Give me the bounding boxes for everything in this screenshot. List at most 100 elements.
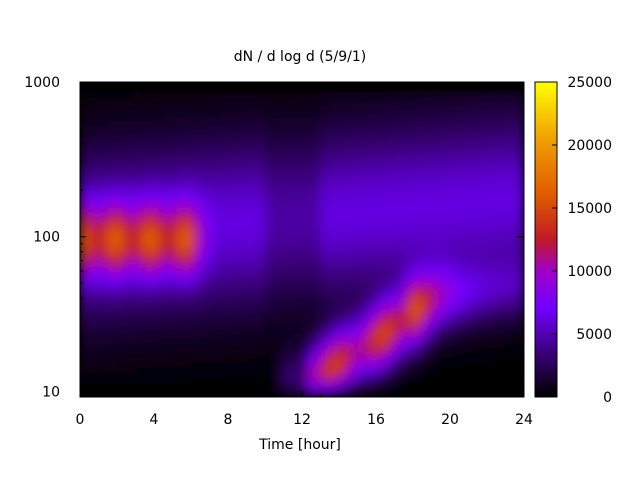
- heatmap-cell: [112, 111, 118, 118]
- heatmap-cell: [426, 91, 433, 98]
- heatmap-cell: [93, 219, 100, 226]
- heatmap-cell: [269, 209, 275, 216]
- heatmap-cell: [399, 155, 405, 162]
- heatmap-cell: [417, 214, 423, 221]
- heatmap-cell: [177, 352, 183, 359]
- heatmap-cell: [408, 303, 414, 309]
- heatmap-cell: [306, 214, 312, 221]
- heatmap-cell: [408, 116, 414, 122]
- heatmap-cell: [315, 121, 322, 127]
- heatmap-cell: [394, 141, 400, 147]
- heatmap-cell: [112, 333, 118, 339]
- heatmap-cell: [334, 205, 340, 211]
- heatmap-cell: [241, 244, 248, 250]
- heatmap-cell: [103, 190, 109, 196]
- heatmap-cell: [292, 121, 298, 127]
- heatmap-cell: [181, 224, 187, 231]
- heatmap-cell: [265, 229, 271, 236]
- heatmap-cell: [200, 298, 206, 305]
- heatmap-cell: [209, 264, 215, 270]
- heatmap-cell: [431, 293, 437, 300]
- heatmap-cell: [315, 249, 322, 255]
- heatmap-cell: [223, 209, 229, 216]
- heatmap-cell: [140, 131, 146, 137]
- heatmap-cell: [223, 337, 229, 344]
- heatmap-cell: [339, 244, 345, 250]
- heatmap-cell: [343, 278, 349, 285]
- heatmap-cell: [362, 239, 368, 246]
- heatmap-cells: [80, 82, 524, 397]
- heatmap-cell: [181, 347, 187, 354]
- heatmap-cell: [255, 214, 261, 221]
- heatmap-cell: [218, 367, 224, 373]
- heatmap-cell: [135, 209, 141, 216]
- heatmap-cell: [89, 269, 95, 275]
- heatmap-cell: [297, 96, 303, 103]
- heatmap-cell: [366, 160, 372, 167]
- heatmap-cell: [112, 347, 118, 354]
- heatmap-cell: [200, 377, 206, 383]
- heatmap-cell: [144, 150, 150, 157]
- heatmap-cell: [172, 259, 178, 265]
- heatmap-cell: [232, 323, 238, 329]
- heatmap-cell: [232, 313, 238, 319]
- heatmap-cell: [200, 347, 206, 354]
- heatmap-cell: [223, 229, 229, 236]
- heatmap-cell: [334, 244, 340, 250]
- heatmap-cell: [214, 165, 220, 172]
- heatmap-cell: [417, 229, 423, 236]
- heatmap-cell: [343, 145, 349, 152]
- heatmap-cell: [283, 150, 289, 157]
- heatmap-cell: [126, 239, 132, 246]
- heatmap-cell: [385, 131, 391, 137]
- heatmap-cell: [413, 239, 419, 246]
- heatmap-cell: [154, 121, 160, 127]
- heatmap-cell: [348, 126, 354, 132]
- heatmap-cell: [278, 131, 285, 137]
- heatmap-cell: [200, 333, 206, 339]
- heatmap-cell: [408, 111, 414, 118]
- heatmap-cell: [325, 362, 331, 369]
- heatmap-cell: [255, 155, 261, 162]
- heatmap-cell: [117, 106, 123, 113]
- heatmap-cell: [311, 249, 317, 255]
- heatmap-cell: [158, 239, 164, 246]
- heatmap-cell: [436, 136, 442, 142]
- heatmap-cell: [126, 387, 132, 393]
- heatmap-cell: [130, 278, 137, 285]
- heatmap-cell: [408, 347, 414, 354]
- heatmap-cell: [80, 121, 86, 127]
- heatmap-cell: [297, 357, 303, 364]
- heatmap-cell: [144, 333, 150, 339]
- heatmap-cell: [228, 229, 234, 236]
- heatmap-cell: [269, 392, 275, 397]
- heatmap-cell: [260, 382, 266, 388]
- heatmap-cell: [241, 185, 248, 191]
- heatmap-cell: [325, 269, 331, 275]
- heatmap-cell: [172, 195, 178, 201]
- heatmap-cell: [186, 121, 192, 127]
- heatmap-cell: [98, 308, 104, 314]
- heatmap-cell: [311, 175, 317, 182]
- heatmap-cell: [325, 254, 331, 260]
- heatmap-cell: [389, 357, 396, 364]
- heatmap-cell: [348, 313, 354, 319]
- heatmap-cell: [204, 91, 211, 98]
- heatmap-cell: [255, 145, 261, 152]
- heatmap-cell: [204, 254, 211, 260]
- heatmap-cell: [431, 111, 437, 118]
- heatmap-cell: [426, 185, 433, 191]
- heatmap-cell: [172, 116, 178, 122]
- heatmap-cell: [209, 200, 215, 206]
- heatmap-cell: [394, 150, 400, 157]
- heatmap-cell: [149, 298, 155, 305]
- heatmap-cell: [177, 155, 183, 162]
- heatmap-cell: [343, 273, 349, 280]
- heatmap-cell: [149, 382, 155, 388]
- heatmap-cell: [237, 392, 243, 397]
- heatmap-cell: [172, 205, 178, 211]
- heatmap-cell: [93, 150, 100, 157]
- heatmap-cell: [278, 244, 285, 250]
- heatmap-cell: [408, 283, 414, 290]
- heatmap-cell: [426, 234, 433, 241]
